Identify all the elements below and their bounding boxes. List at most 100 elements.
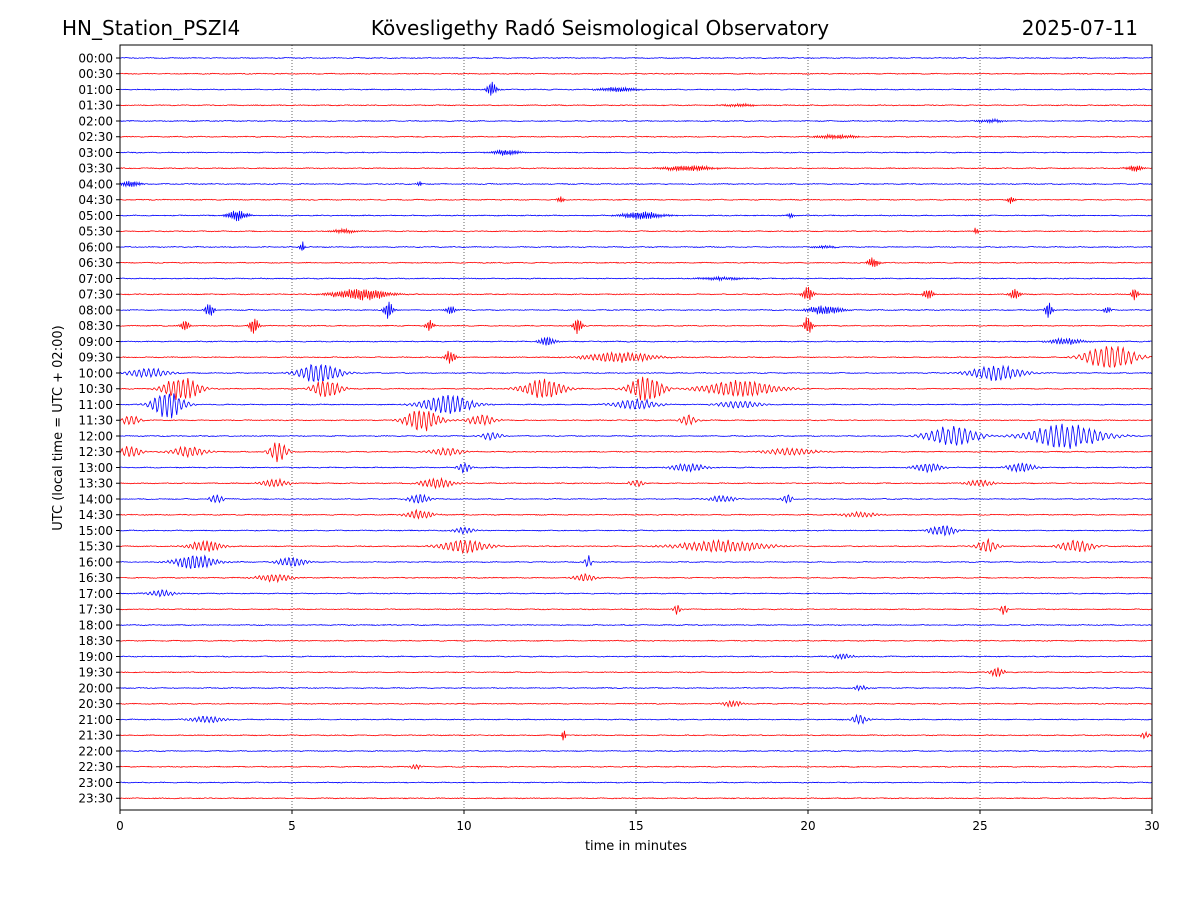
y-tick-label: 20:00: [78, 681, 113, 695]
y-tick-label: 13:30: [78, 477, 113, 491]
trace-1200: [119, 423, 1153, 449]
y-tick-label: 04:30: [78, 193, 113, 207]
y-tick-label: 18:00: [78, 618, 113, 632]
trace-1900: [119, 653, 1153, 661]
y-tick-label: 09:00: [78, 335, 113, 349]
gridlines: [291, 45, 981, 810]
traces: [119, 56, 1153, 800]
trace-1030: [119, 376, 1153, 401]
y-tick-label: 15:00: [78, 524, 113, 538]
y-tick-label: 01:30: [78, 99, 113, 113]
trace-0200: [119, 117, 1153, 124]
y-tick-label: 11:30: [78, 414, 113, 428]
trace-1400: [119, 493, 1153, 504]
y-tick-label: 22:00: [78, 744, 113, 758]
trace-0500: [119, 210, 1153, 222]
y-tick-label: 17:30: [78, 603, 113, 617]
x-tick-label: 25: [972, 819, 987, 833]
y-tick-label: 00:30: [78, 67, 113, 81]
trace-0430: [119, 196, 1153, 204]
trace-0000: [119, 56, 1153, 60]
trace-1330: [119, 476, 1153, 490]
trace-0900: [119, 336, 1153, 346]
trace-0830: [119, 317, 1153, 334]
trace-1730: [119, 605, 1153, 615]
trace-2100: [119, 713, 1153, 726]
trace-1230: [119, 442, 1153, 463]
x-tick-label: 30: [1144, 819, 1159, 833]
trace-0700: [119, 275, 1153, 282]
y-tick-label: 21:30: [78, 729, 113, 743]
y-tick-label: 12:30: [78, 445, 113, 459]
trace-0330: [119, 164, 1153, 173]
x-tick-label: 5: [288, 819, 296, 833]
trace-1930: [119, 667, 1153, 678]
y-tick-label: 02:00: [78, 114, 113, 128]
y-tick-label: 11:00: [78, 398, 113, 412]
y-tick-label: 21:00: [78, 713, 113, 727]
y-tick-label: 09:30: [78, 351, 113, 365]
trace-1600: [119, 554, 1153, 569]
trace-2330: [119, 797, 1153, 800]
y-tick-label: 19:00: [78, 650, 113, 664]
y-tick-label: 02:30: [78, 130, 113, 144]
y-tick-label: 16:30: [78, 571, 113, 585]
y-tick-label: 13:00: [78, 461, 113, 475]
y-tick-label: 22:30: [78, 760, 113, 774]
y-tick-label: 00:00: [78, 51, 113, 65]
trace-2130: [119, 730, 1153, 741]
y-tick-label: 14:30: [78, 508, 113, 522]
trace-0300: [119, 149, 1153, 156]
trace-1130: [119, 410, 1153, 432]
trace-1300: [119, 461, 1153, 474]
x-tick-label: 0: [116, 819, 124, 833]
x-tick-label: 20: [800, 819, 815, 833]
y-tick-label: 23:00: [78, 776, 113, 790]
y-tick-label: 05:00: [78, 209, 113, 223]
station-name: HN_Station_PSZI4: [62, 16, 241, 40]
trace-2000: [119, 684, 1153, 692]
y-tick-label: 06:00: [78, 240, 113, 254]
trace-1800: [119, 623, 1153, 627]
y-tick-label: 20:30: [78, 697, 113, 711]
y-tick-label: 10:30: [78, 382, 113, 396]
trace-2030: [119, 699, 1153, 708]
trace-2230: [119, 763, 1153, 771]
trace-1830: [119, 639, 1153, 642]
trace-1530: [119, 537, 1153, 555]
x-axis-label: time in minutes: [585, 839, 687, 854]
y-tick-label: 12:00: [78, 429, 113, 443]
y-tick-label: 08:30: [78, 319, 113, 333]
y-axis-label: UTC (local time = UTC + 02:00): [51, 325, 66, 530]
y-tick-label: 05:30: [78, 225, 113, 239]
y-tick-label: 04:00: [78, 177, 113, 191]
chart-title: Kövesligethy Radó Seismological Observat…: [370, 16, 830, 40]
chart-date: 2025-07-11: [1021, 16, 1138, 40]
y-tick-label: 17:00: [78, 587, 113, 601]
trace-1630: [119, 572, 1153, 584]
trace-2200: [119, 749, 1152, 753]
y-tick-label: 07:30: [78, 288, 113, 302]
y-tick-label: 08:00: [78, 303, 113, 317]
y-tick-label: 15:30: [78, 540, 113, 554]
trace-0600: [119, 241, 1153, 251]
trace-0400: [119, 180, 1153, 188]
y-tick-label: 16:00: [78, 555, 113, 569]
y-tick-label: 03:30: [78, 162, 113, 176]
trace-2300: [119, 781, 1153, 784]
y-tick-label: 19:30: [78, 666, 113, 680]
y-tick-label: 10:00: [78, 366, 113, 380]
trace-1700: [119, 589, 1153, 598]
trace-0230: [119, 133, 1153, 141]
y-tick-label: 01:00: [78, 83, 113, 97]
y-tick-label: 23:30: [78, 792, 113, 806]
x-tick-label: 10: [456, 819, 471, 833]
trace-0130: [119, 102, 1153, 108]
trace-1000: [119, 363, 1153, 383]
trace-0030: [119, 72, 1153, 75]
x-tick-label: 15: [628, 819, 643, 833]
trace-0630: [119, 257, 1153, 268]
y-tick-label: 07:00: [78, 272, 113, 286]
